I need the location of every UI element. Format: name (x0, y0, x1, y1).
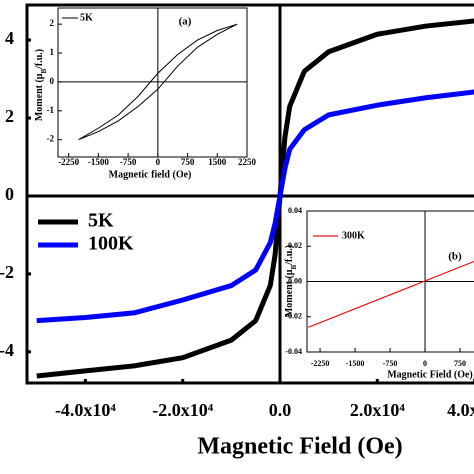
x-tick-label: -1500 (88, 157, 109, 167)
x-tick-label: -2250 (311, 359, 330, 368)
y-axis-label-part: Moment (μ (284, 269, 295, 317)
y-tick-label: 0.00 (288, 276, 302, 285)
y-tick-label: 2 (5, 106, 14, 126)
x-tick-label: -2250 (58, 157, 79, 167)
x-tick-label: 750 (454, 359, 466, 368)
y-tick-label: -4 (0, 340, 14, 360)
legend-label: 100K (88, 233, 134, 255)
x-tick-label: -750 (383, 359, 398, 368)
y-tick-label: 0.04 (288, 206, 302, 215)
legend-label: 5K (88, 210, 114, 232)
panel-label: (b) (448, 251, 462, 263)
x-tick-label: -2.0x10⁴ (152, 400, 213, 420)
panel: -4.0x10⁴ -2.0x10⁴ 0.0 2.0x10⁴ 4.0x10⁴ -4 -2 0 2 4… (0, 3, 474, 420)
y-tick-label: 2 (50, 18, 55, 28)
x-tick-label: 0.0 (269, 400, 292, 420)
x-tick-label: 0 (156, 157, 161, 167)
data-line (308, 260, 474, 328)
inset-background (58, 8, 247, 157)
y-axis-label: Moment (μB/f.u.) (34, 49, 47, 121)
y-tick-label: 1 (50, 47, 55, 57)
y-tick-label: -1 (47, 105, 55, 115)
y-axis-label-part: B (40, 69, 48, 74)
y-tick-label: 4 (5, 28, 14, 48)
plot-frame (57, 7, 248, 158)
x-tick-label: 0 (423, 359, 427, 368)
y-tick-label: -2 (0, 262, 14, 282)
y-tick-label: 0.02 (288, 241, 302, 250)
y-tick-label: -0.04 (285, 347, 302, 356)
y-axis-label-part: /f.u.) (34, 49, 45, 70)
legend-label: 300K (342, 230, 365, 241)
data-line (36, 89, 474, 324)
y-tick-label: -0.02 (285, 312, 302, 321)
panel-label: (a) (179, 16, 192, 28)
x-tick-label: -750 (120, 157, 137, 167)
legend-label: 5K (80, 12, 93, 23)
x-tick-label: 4.0x10⁴ (447, 400, 474, 420)
x-tick-label: -1500 (346, 359, 365, 368)
x-tick-label: 1500 (208, 157, 227, 167)
x-tick-label: 2250 (238, 157, 257, 167)
panel: -2250 -1500 -750 0 750 -0.04 -0.02 0.00 0.02 0.04… (284, 206, 474, 380)
y-tick-label: 0 (50, 76, 55, 86)
panel: -2250 -1500 -750 0 750 1500 2250 -2 -1 0 1 2 5K (a) Ma… (34, 7, 257, 180)
data-line (78, 23, 238, 141)
x-tick-label: 2.0x10⁴ (350, 400, 406, 420)
x-axis-label: Magnetic field (Oe) (109, 169, 192, 180)
x-axis-label: Magnetic Field (Oe) (387, 369, 473, 380)
x-tick-label: -4.0x10⁴ (55, 400, 116, 420)
x-axis-label: Magnetic Field (Oe) (197, 434, 402, 460)
y-axis-label-part: Moment (μ (34, 73, 45, 121)
y-axis-label-part: B (290, 265, 298, 270)
y-axis-label-part: /f.u.) (284, 245, 295, 266)
x-tick-label: 750 (181, 157, 195, 167)
y-axis-label: Moment (μB/f.u.) (284, 245, 297, 317)
y-tick-label: 0 (5, 184, 14, 204)
y-tick-label: -2 (47, 134, 55, 144)
